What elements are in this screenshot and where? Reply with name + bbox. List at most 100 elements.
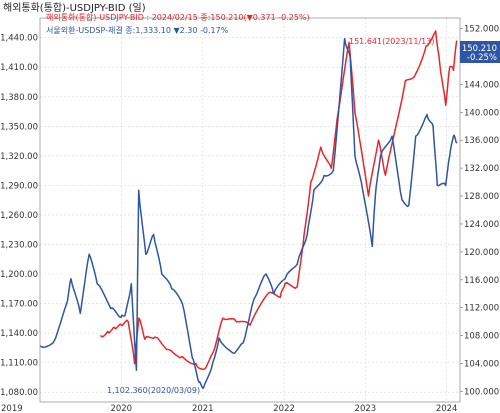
usdjpy-data-point xyxy=(267,293,269,295)
last-value-text: 150.210 xyxy=(462,44,497,54)
usdjpy-data-point xyxy=(134,363,136,365)
x-tick-label: 2020 xyxy=(110,404,132,413)
usdjpy-data-point xyxy=(404,80,406,82)
usdjpy-data-point xyxy=(249,324,251,326)
usdkrw-data-point xyxy=(232,352,234,354)
usdkrw-data-point xyxy=(120,316,122,318)
usdkrw-data-point xyxy=(88,253,90,255)
left-y-tick-label: 1,380.00 xyxy=(0,93,38,103)
usdkrw-data-point xyxy=(191,357,193,359)
usdkrw-data-point xyxy=(306,234,308,236)
right-y-tick-label: 104.000 xyxy=(464,360,499,370)
usdkrw-data-point xyxy=(344,38,346,40)
x-tick-label: 2023 xyxy=(355,404,377,413)
right-y-tick-label: 152.000 xyxy=(464,24,499,34)
usdkrw-data-point xyxy=(391,135,393,137)
usdkrw-series-line xyxy=(39,37,458,390)
usdkrw-data-point xyxy=(96,283,98,285)
usdkrw-data-point xyxy=(218,337,220,339)
left-y-tick-label: 1,230.00 xyxy=(0,240,38,250)
usdkrw-data-point xyxy=(379,155,382,157)
usdjpy-data-point xyxy=(452,69,455,71)
usdjpy-data-point xyxy=(235,321,237,323)
usdjpy-data-point xyxy=(100,335,102,337)
left-y-tick-label: 1,290.00 xyxy=(0,181,38,191)
usdjpy-data-point xyxy=(320,146,322,148)
left-y-tick-label: 1,200.00 xyxy=(0,270,38,280)
usdkrw-data-point xyxy=(284,278,286,280)
left-y-tick-label: 1,440.00 xyxy=(0,34,38,44)
last-change-text: -0.25% xyxy=(467,53,497,63)
usdkrw-data-point xyxy=(349,56,351,59)
usdjpy-data-point xyxy=(113,326,115,328)
usdkrw-data-point xyxy=(408,204,410,206)
usdkrw-data-point xyxy=(445,184,447,186)
usdkrw-data-point xyxy=(253,298,255,300)
usdkrw-data-point xyxy=(242,342,244,344)
usdkrw-data-point xyxy=(130,283,132,285)
legend-usdkrw: 서울외환-USDSP-체결 종:1,333.10 ▼2.30 -0.17% xyxy=(46,25,229,35)
usdjpy-data-point xyxy=(203,368,205,370)
legend-usdjpy: 해외통화(통합)-USDJPY-BID : 2024/02/15 종:150.2… xyxy=(46,12,310,22)
usdjpy-data-point xyxy=(296,286,298,288)
usdjpy-data-point xyxy=(330,167,332,169)
usdkrw-data-point xyxy=(181,302,183,305)
usdjpy-data-point xyxy=(439,62,441,64)
right-y-tick-label: 136.000 xyxy=(464,136,499,146)
usdjpy-series-line xyxy=(100,30,458,370)
usdkrw-data-point xyxy=(66,302,68,305)
usdjpy-data-point xyxy=(303,233,305,235)
usdkrw-data-point xyxy=(124,312,127,314)
usdkrw-data-point xyxy=(52,342,54,344)
usdjpy-data-point xyxy=(212,352,214,354)
usdkrw-data-point xyxy=(153,234,155,236)
usdkrw-data-point xyxy=(79,312,81,314)
right-y-tick-label: 144.000 xyxy=(464,80,499,90)
usdjpy-data-point xyxy=(425,45,427,47)
usdjpy-data-point xyxy=(377,139,380,141)
series-lines xyxy=(39,30,458,390)
x-tick-label: 2021 xyxy=(192,404,214,413)
right-y-tick-label: 124.000 xyxy=(464,220,499,230)
left-y-tick-label: 1,350.00 xyxy=(0,122,38,132)
usdjpy-data-point xyxy=(168,349,170,351)
usdkrw-data-point xyxy=(456,142,458,144)
usdkrw-data-point xyxy=(449,155,451,157)
left-y-tick-label: 1,260.00 xyxy=(0,211,38,221)
usdjpy-data-point xyxy=(107,330,109,333)
right-y-axis: 152.000148.000144.000140.000136.000132.0… xyxy=(460,24,499,398)
x-tick-label: 2022 xyxy=(273,404,295,413)
max-annotation: 151.641(2023/11/13) xyxy=(349,37,434,46)
usdkrw-data-point xyxy=(371,245,373,247)
usdkrw-data-point xyxy=(145,253,147,255)
right-y-tick-label: 120.000 xyxy=(464,248,499,258)
usdkrw-data-point xyxy=(436,184,438,186)
usdkrw-data-point xyxy=(296,263,298,265)
usdjpy-data-point xyxy=(449,66,451,68)
usdjpy-data-point xyxy=(354,111,356,113)
right-y-tick-label: 140.000 xyxy=(464,108,499,118)
usdkrw-data-point xyxy=(415,135,417,137)
right-y-tick-label: 108.000 xyxy=(464,332,499,342)
gridlines xyxy=(40,18,460,402)
usdkrw-data-point xyxy=(362,189,364,191)
usdjpy-data-point xyxy=(445,104,447,106)
right-y-tick-label: 116.000 xyxy=(464,276,499,286)
left-y-tick-label: 1,080.00 xyxy=(0,388,38,398)
usdkrw-data-point xyxy=(354,155,356,157)
usdjpy-data-point xyxy=(195,363,197,365)
x-tick-label: 2024 xyxy=(436,404,458,413)
usdkrw-data-point xyxy=(138,189,140,191)
usdkrw-data-point xyxy=(401,199,403,201)
usdjpy-data-point xyxy=(154,336,156,338)
usdjpy-data-point xyxy=(435,30,437,32)
usdkrw-data-point xyxy=(203,386,205,388)
usdkrw-data-point xyxy=(432,125,434,127)
x-tick-label: 2019 xyxy=(1,404,23,413)
right-y-tick-label: 128.000 xyxy=(464,192,499,202)
usdkrw-data-point xyxy=(198,381,200,383)
usdkrw-data-point xyxy=(161,273,163,275)
chart-window-title: 해외통화(통합)-USDJPY-BID (일) xyxy=(3,3,146,14)
left-y-tick-label: 1,110.00 xyxy=(0,359,38,369)
